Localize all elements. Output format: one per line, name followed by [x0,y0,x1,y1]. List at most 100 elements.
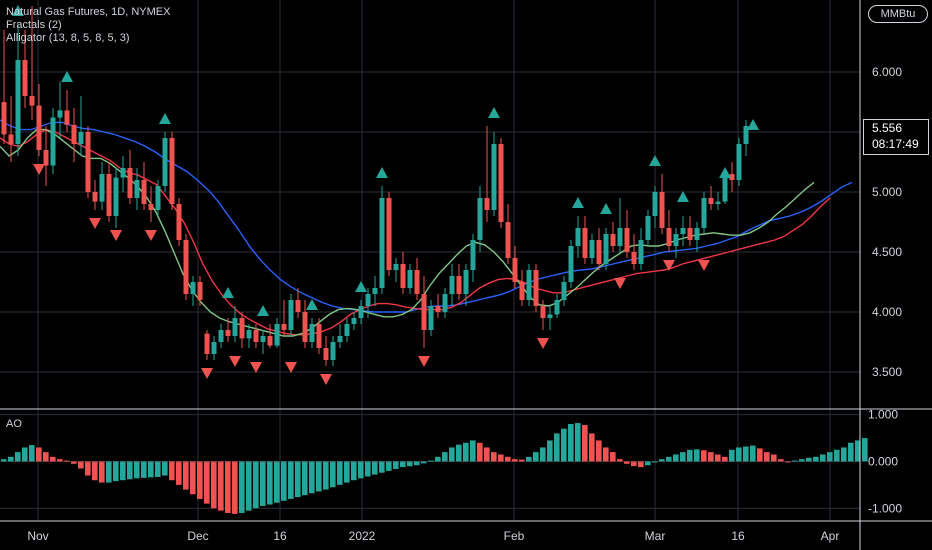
ao-bar [50,456,56,462]
candle-body [267,336,273,346]
candle-body [106,174,112,216]
ao-bar [246,461,252,511]
fractal-up-marker [572,197,584,208]
candle-body [323,348,329,360]
ao-bar [764,452,770,462]
ao-bar [526,456,532,462]
ao-bar [1,459,7,462]
candle-body [561,282,567,300]
candle-body [687,228,693,240]
candle-body [540,306,546,318]
ao-bar [260,461,266,506]
candle-body [421,294,427,330]
ao-tick-label: 0.000 [868,454,898,468]
fractal-up-marker [257,305,269,316]
ao-bar [239,461,245,513]
candle-body [379,198,385,288]
ao-bar [302,461,308,496]
candle-body [302,312,308,342]
candle-body [477,198,483,240]
ao-bar [22,447,28,462]
candle-body [64,110,70,125]
ao-bar [757,448,763,462]
candle-body [652,192,658,216]
candle-body [414,270,420,294]
fractals-legend[interactable]: Fractals (2) [6,19,62,31]
candle-body [603,234,609,264]
candle-body [155,186,161,210]
alligator-legend[interactable]: Alligator (13, 8, 5, 8, 5, 3) [6,32,130,44]
candle-body [99,174,105,202]
fractal-markers [12,5,759,385]
ao-title[interactable]: AO [6,418,22,430]
fractal-up-marker [649,155,661,166]
price-tick-label: 4.000 [872,305,902,319]
fractal-down-marker [89,218,101,229]
fractal-down-marker [33,164,45,175]
candle-body [232,318,238,336]
candle-body [43,150,49,166]
fractal-down-marker [418,356,430,367]
ao-bar [316,461,322,492]
candle-body [358,306,364,318]
ao-bar [708,452,714,462]
price-tick-label: 6.000 [872,65,902,79]
candle-body [470,240,476,270]
time-tick-label: 16 [273,529,287,543]
candle-body [169,138,175,204]
candle-body [645,216,651,240]
candle-body [337,336,343,342]
ao-bar [827,452,833,462]
candle-body [617,228,623,246]
candle-body [575,228,581,246]
fractal-up-marker [677,191,689,202]
unit-badge[interactable]: MMBtu [868,5,928,23]
ao-bar [855,440,861,462]
ao-bar [715,454,721,462]
ao-bar [190,461,196,495]
ao-bar [547,440,553,462]
last-price-value: 5.556 [872,121,903,135]
candle-body [505,222,511,258]
ao-bar [309,461,315,494]
candle-body [120,168,126,178]
ao-bar [610,452,616,462]
candle-body [722,174,728,202]
candle-body [491,144,497,210]
ao-bar [554,433,560,462]
candle-body [498,144,504,222]
time-tick-label: Apr [821,529,840,543]
ao-bar [421,461,427,464]
candle-body [694,228,700,240]
ao-bar [680,452,686,462]
fractal-up-marker [376,167,388,178]
ao-bar [330,461,336,488]
candle-body [638,240,644,264]
ao-bar [666,456,672,462]
symbol-title[interactable]: Natural Gas Futures, 1D, NYMEX [6,6,171,18]
candle-body [624,228,630,252]
candle-body [659,192,665,228]
candle-body [15,60,21,144]
jaw-line [0,119,853,313]
candle-body [673,234,679,246]
countdown-timer: 08:17:49 [872,137,919,151]
ao-bar [106,461,112,483]
fractal-up-marker [355,281,367,292]
ao-bar [841,447,847,462]
candle-body [729,174,735,180]
fractal-down-marker [285,362,297,373]
candle-body [176,204,182,240]
candle-body [365,294,371,306]
candle-body [246,330,252,339]
candle-body [519,282,525,300]
candle-body [190,282,196,294]
ao-bar [792,460,798,462]
candle-body [610,234,616,246]
ao-bar [400,461,406,468]
ao-bar [274,461,280,503]
candle-body [204,333,210,354]
ao-bar [659,459,665,462]
